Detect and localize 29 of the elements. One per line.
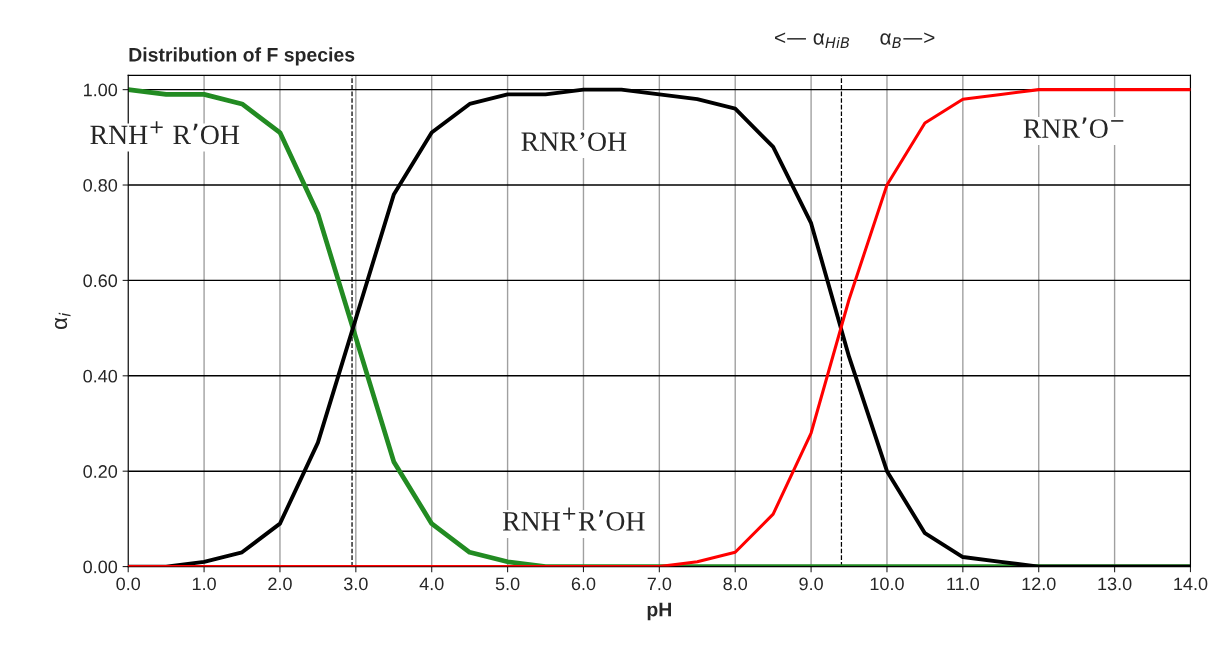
chart-title: Distribution of F species xyxy=(129,47,355,66)
annotation: RNR’OH xyxy=(521,132,627,152)
x-tick-label: 13.0 xyxy=(1098,577,1132,591)
x-axis-title: pH xyxy=(647,602,671,621)
x-tick-label: 8.0 xyxy=(723,577,748,591)
x-tick-label: 3.0 xyxy=(343,577,368,591)
text: <— α$_{HiB}$ α$_{B}$—> xyxy=(775,32,935,48)
x-tick-label: 7.0 xyxy=(647,577,672,591)
y-tick-label: 0.20 xyxy=(83,465,118,478)
x-tick-label: 1.0 xyxy=(192,577,216,591)
annotation: RNH$^{+}$ R’OH xyxy=(90,121,240,145)
y-tick-label: 0.60 xyxy=(83,274,118,288)
y-tick-label: 0.80 xyxy=(83,178,118,192)
y-tick-label: 1.00 xyxy=(84,83,118,97)
x-tick-label: 5.0 xyxy=(495,577,520,591)
annotation: RNR’O$^{−}$ xyxy=(1023,117,1124,138)
x-tick-label: 4.0 xyxy=(419,577,444,591)
x-tick-label: 14.0 xyxy=(1174,577,1208,591)
x-tick-label: 2.0 xyxy=(268,577,292,591)
y-tick-label: 0.00 xyxy=(83,560,118,574)
x-tick-label: 11.0 xyxy=(947,577,980,591)
annotation: RNH$^{+}$R’OH xyxy=(502,507,645,531)
x-tick-label: 0.0 xyxy=(116,577,141,591)
y-axis-title: α$_{i}$ xyxy=(54,312,71,330)
x-tick-label: 6.0 xyxy=(571,577,596,591)
x-tick-label: 10.0 xyxy=(870,577,904,591)
x-tick-label: 9.0 xyxy=(799,577,823,591)
x-tick-label: 12.0 xyxy=(1022,577,1056,591)
y-tick-label: 0.40 xyxy=(83,369,118,383)
